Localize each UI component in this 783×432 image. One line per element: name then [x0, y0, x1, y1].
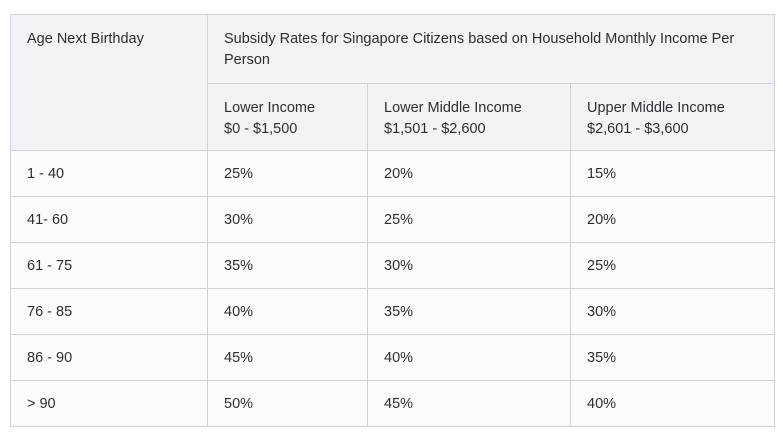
income-column-label: Upper Middle Income	[587, 100, 725, 116]
subsidy-rates-table: Age Next Birthday Subsidy Rates for Sing…	[10, 14, 776, 427]
age-cell: 76 - 85	[10, 288, 208, 335]
rate-cell: 25%	[569, 242, 776, 289]
age-cell: > 90	[10, 380, 208, 427]
rate-cell: 35%	[207, 242, 368, 289]
table-row: 76 - 85 40% 35% 30%	[10, 288, 776, 335]
rate-cell: 30%	[367, 242, 571, 289]
rate-cell: 35%	[569, 334, 776, 381]
subsidy-table-container: Age Next Birthday Subsidy Rates for Sing…	[10, 14, 783, 427]
income-column-header: Lower Income $0 - $1,500	[207, 83, 368, 151]
rate-cell: 45%	[207, 334, 368, 381]
rate-cell: 30%	[207, 196, 368, 243]
age-cell: 61 - 75	[10, 242, 208, 289]
age-cell: 1 - 40	[10, 150, 208, 197]
table-row: 86 - 90 45% 40% 35%	[10, 334, 776, 381]
rate-cell: 25%	[367, 196, 571, 243]
rate-cell: 20%	[367, 150, 571, 197]
rate-cell: 25%	[207, 150, 368, 197]
income-column-header: Lower Middle Income $1,501 - $2,600	[367, 83, 571, 151]
rate-cell: 15%	[569, 150, 776, 197]
rate-cell: 50%	[207, 380, 368, 427]
age-column-header: Age Next Birthday	[10, 14, 208, 151]
rate-cell: 20%	[569, 196, 776, 243]
subsidy-group-header: Subsidy Rates for Singapore Citizens bas…	[206, 14, 776, 84]
income-column-range: $2,601 - $3,600	[587, 121, 689, 137]
rate-cell: 40%	[207, 288, 368, 335]
income-header-row: Lower Income $0 - $1,500 Lower Middle In…	[11, 83, 776, 151]
age-cell: 86 - 90	[10, 334, 208, 381]
rate-cell: 45%	[367, 380, 571, 427]
table-row: 41- 60 30% 25% 20%	[10, 196, 776, 243]
income-column-label: Lower Income	[224, 100, 316, 116]
table-row: 61 - 75 35% 30% 25%	[10, 242, 776, 289]
income-column-range: $1,501 - $2,600	[384, 121, 486, 137]
income-column-range: $0 - $1,500	[224, 121, 298, 137]
rate-cell: 40%	[569, 380, 776, 427]
rate-cell: 30%	[569, 288, 776, 335]
rate-cell: 35%	[367, 288, 571, 335]
table-header-row: Age Next Birthday Subsidy Rates for Sing…	[10, 14, 776, 151]
age-cell: 41- 60	[10, 196, 208, 243]
table-row: > 90 50% 45% 40%	[10, 380, 776, 427]
rate-cell: 40%	[367, 334, 571, 381]
table-row: 1 - 40 25% 20% 15%	[10, 150, 776, 197]
income-column-header: Upper Middle Income $2,601 - $3,600	[569, 83, 776, 151]
income-column-label: Lower Middle Income	[384, 100, 522, 116]
